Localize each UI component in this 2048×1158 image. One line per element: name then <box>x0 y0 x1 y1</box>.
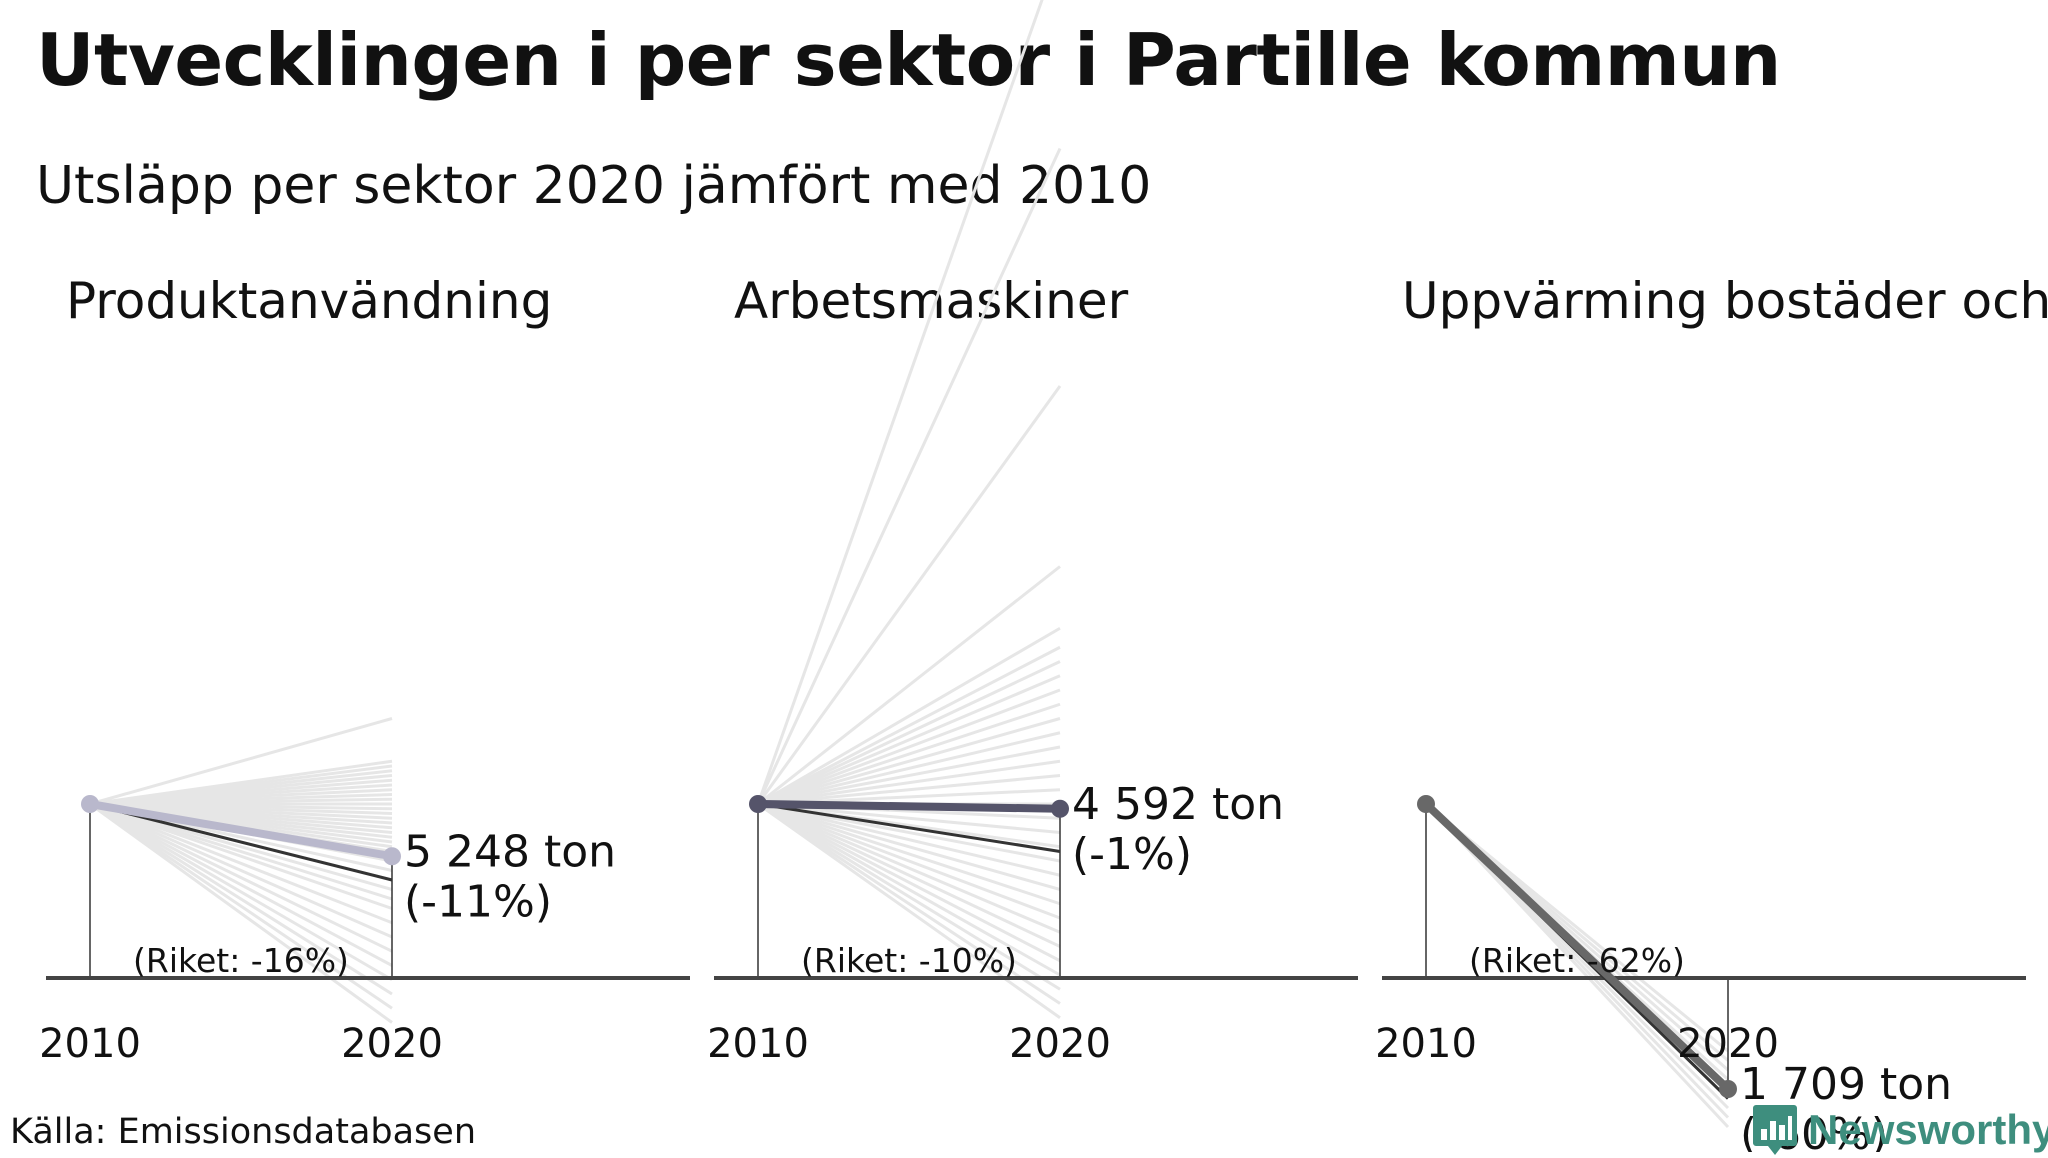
point-2010 <box>81 795 99 813</box>
other-municipality-line <box>757 626 1061 806</box>
other-municipality-line <box>757 802 1061 977</box>
panel-title: Arbetsmaskiner <box>734 272 1129 330</box>
other-municipality-line <box>757 645 1061 806</box>
national-trend-line <box>757 802 1061 853</box>
other-municipality-line <box>89 802 393 939</box>
panel-produktanvandning: Produktanvändning 5 248 ton(-11%) (Riket: … <box>39 272 690 1067</box>
other-municipality-line <box>757 802 1061 963</box>
x-tick-label: 2010 <box>1375 1021 1477 1067</box>
other-municipality-line <box>757 802 1061 948</box>
x-tick-label: 2010 <box>39 1021 141 1067</box>
panel-title: Produktanvändning <box>66 272 552 330</box>
other-municipality-line <box>757 802 1061 920</box>
value-label: 5 248 ton <box>404 826 616 877</box>
point-2010 <box>749 795 767 813</box>
point-2020 <box>383 847 401 866</box>
other-municipality-line <box>757 802 1061 934</box>
other-municipality-line <box>757 802 1061 891</box>
other-municipality-line <box>757 731 1061 806</box>
other-municipality-line <box>757 802 1061 906</box>
point-2020 <box>1719 1080 1737 1098</box>
national-change-label: (Riket: -10%) <box>801 941 1017 980</box>
other-municipality-line <box>89 802 393 925</box>
other-municipality-line <box>757 565 1061 806</box>
panel-arbetsmaskiner: Arbetsmaskiner 4 592 ton(-1%) (Riket: -10%… <box>707 0 1358 1067</box>
other-municipality-line <box>89 802 393 1024</box>
other-municipality-line <box>757 802 1061 1005</box>
other-municipality-line <box>89 802 393 953</box>
other-municipality-line <box>757 717 1061 806</box>
chart-subtitle: Utsläpp per sektor 2020 jämfört med 2010 <box>36 156 1152 216</box>
municipality-line <box>1422 800 1732 1093</box>
other-municipality-line <box>757 745 1061 806</box>
other-municipality-line <box>757 802 1061 991</box>
other-municipality-line <box>89 802 393 967</box>
bar-chart-logo-icon <box>1753 1105 1797 1155</box>
other-municipality-line <box>757 802 1061 877</box>
source-note: Källa: Emissionsdatabasen <box>10 1112 477 1152</box>
brand-name: Newsworthy <box>1808 1106 2048 1153</box>
other-municipality-line <box>89 802 393 910</box>
other-municipality-line <box>89 717 393 806</box>
national-change-label: (Riket: -16%) <box>133 941 349 980</box>
value-label: 4 592 ton <box>1072 779 1284 830</box>
x-tick-label: 2020 <box>1009 1021 1111 1067</box>
other-municipality-line <box>757 774 1061 806</box>
other-municipality-line <box>756 0 1044 805</box>
other-municipality-line <box>757 688 1061 806</box>
other-municipality-line <box>757 660 1061 806</box>
change-label: (-1%) <box>1072 829 1192 880</box>
other-municipality-line <box>89 802 393 996</box>
chart-title: Utvecklingen i per sektor i Partille kom… <box>36 18 1781 102</box>
other-municipality-line <box>757 674 1061 806</box>
point-2010 <box>1417 795 1435 813</box>
x-tick-label: 2020 <box>341 1021 443 1067</box>
other-municipality-line <box>757 802 1061 863</box>
other-municipality-line <box>756 385 1062 805</box>
municipality-line <box>754 800 1064 813</box>
value-label: 1 709 ton <box>1740 1059 1952 1110</box>
panel-title: Uppvärming bostäder och <box>1402 272 2048 330</box>
other-municipality-line <box>757 702 1061 806</box>
municipality-line <box>86 800 396 861</box>
other-municipality-line <box>89 802 393 1010</box>
point-2020 <box>1051 799 1069 818</box>
other-municipality-line <box>756 147 1062 805</box>
other-municipality-line <box>89 802 393 891</box>
national-change-label: (Riket: -62%) <box>1469 941 1685 980</box>
other-municipality-line <box>1424 802 1730 1129</box>
x-tick-label: 2020 <box>1677 1021 1779 1067</box>
other-municipality-line <box>89 802 393 982</box>
newsworthy-logo: Newsworthy <box>1752 1102 2048 1158</box>
other-municipality-line <box>757 802 1061 1019</box>
change-label: (-11%) <box>404 876 552 927</box>
other-municipality-line <box>757 759 1061 806</box>
x-tick-label: 2010 <box>707 1021 809 1067</box>
